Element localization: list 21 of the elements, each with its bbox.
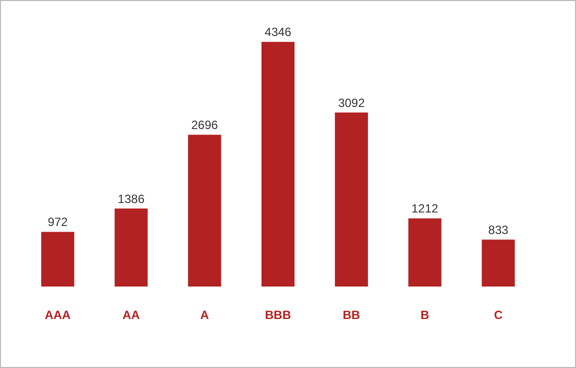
data-label: 1386 <box>118 192 145 206</box>
data-label: 4346 <box>264 25 292 40</box>
bar <box>482 240 515 287</box>
data-label: 1212 <box>412 202 439 216</box>
x-tick-label: B <box>420 308 430 322</box>
x-tick-label: AAA <box>44 308 72 322</box>
bar <box>114 208 148 287</box>
bar <box>261 42 295 287</box>
bar <box>334 112 368 287</box>
x-tick-label: A <box>200 308 210 322</box>
bar <box>188 134 222 287</box>
data-label: 833 <box>488 223 509 237</box>
x-tick-label: BB <box>342 308 360 322</box>
bar <box>41 232 74 287</box>
data-label: 972 <box>48 215 68 230</box>
x-tick-label: C <box>494 308 503 322</box>
data-label: 2696 <box>191 118 218 132</box>
x-tick-label: BBB <box>265 308 292 322</box>
x-tick-label: AA <box>122 308 140 322</box>
bar <box>408 218 442 287</box>
data-label: 3092 <box>338 96 366 110</box>
